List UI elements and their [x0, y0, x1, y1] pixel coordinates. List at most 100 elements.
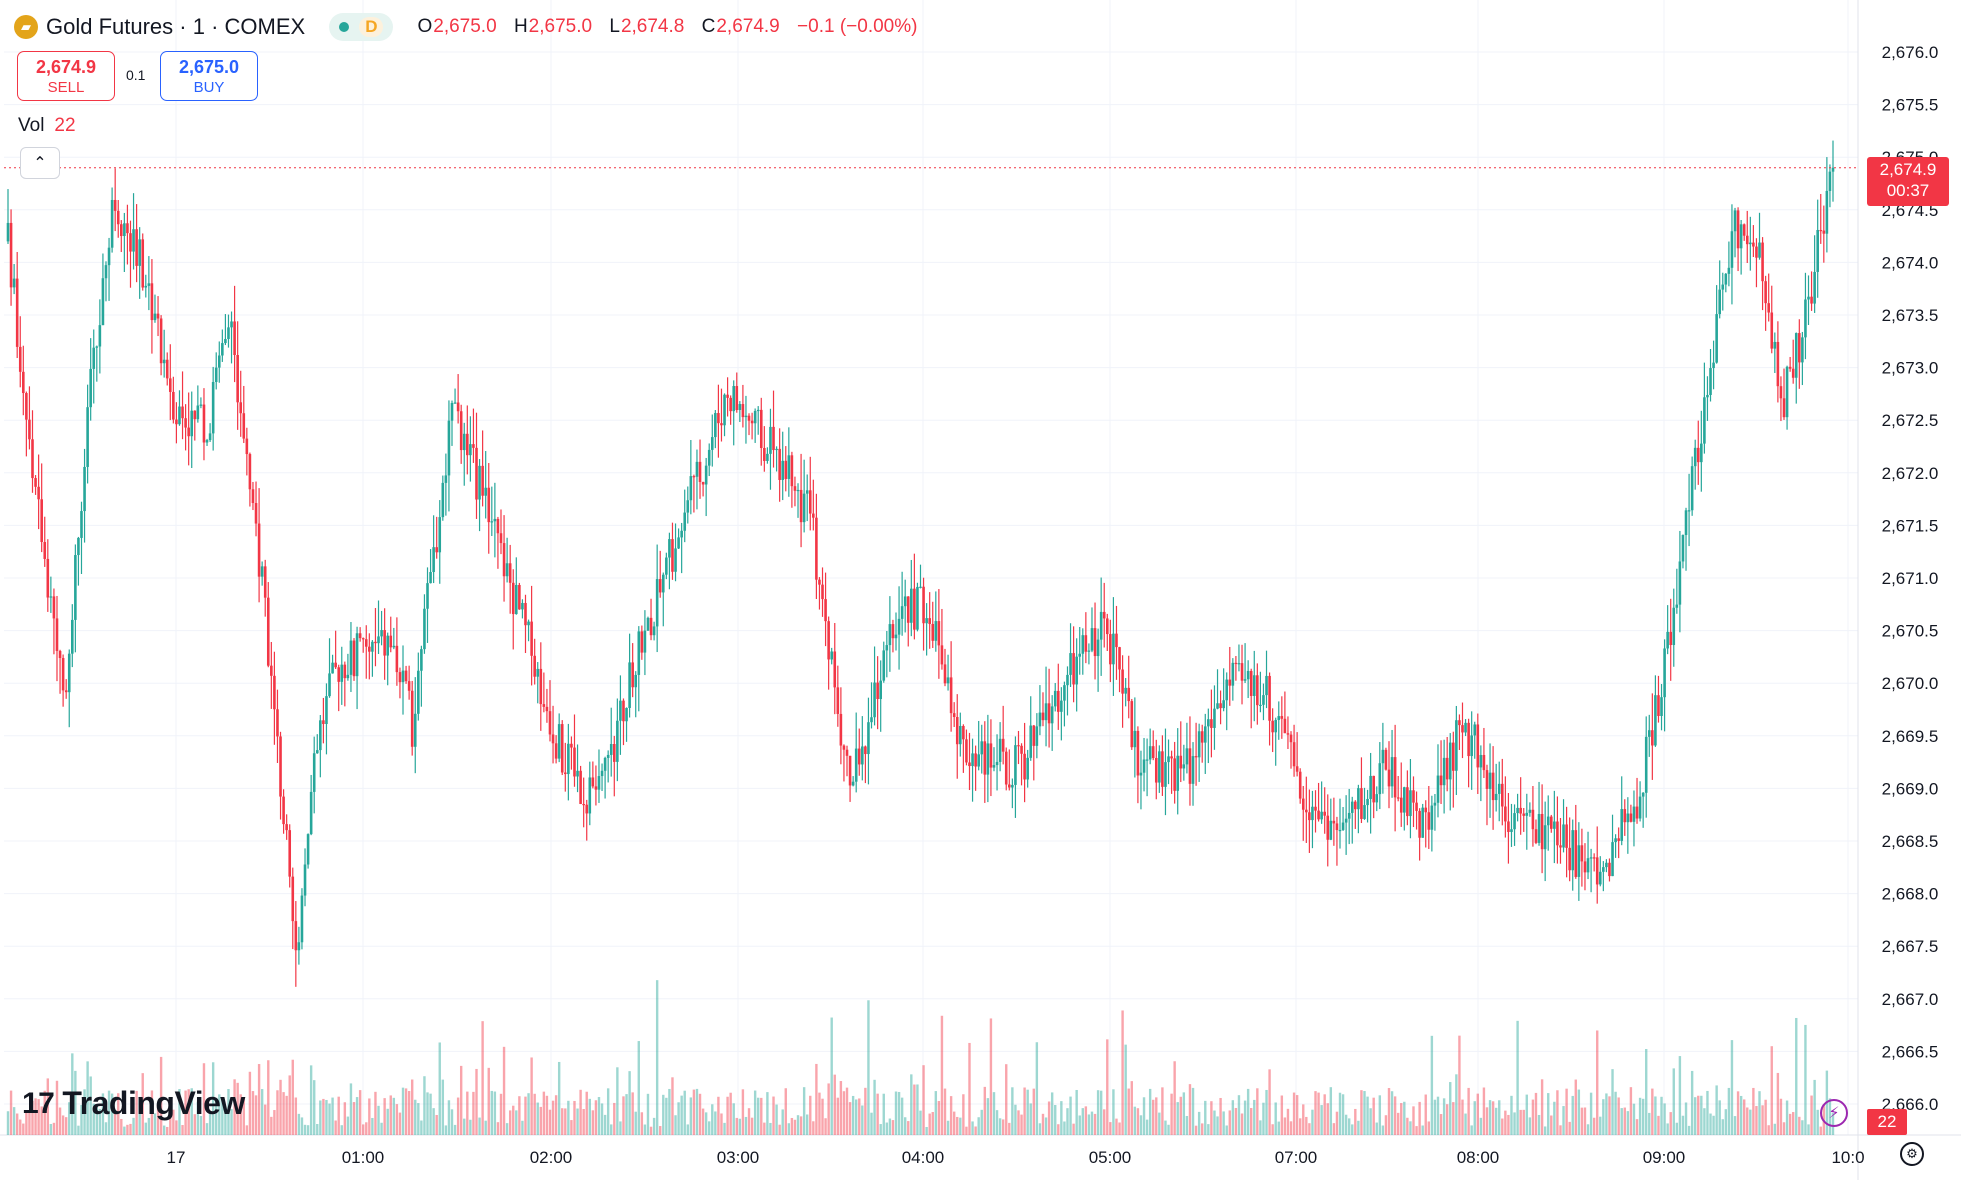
volume-bar	[1133, 1106, 1137, 1135]
candle-body	[1387, 769, 1391, 787]
volume-bar	[1596, 1030, 1599, 1135]
candle-body	[1381, 749, 1385, 764]
candle-body	[1185, 748, 1189, 765]
candle-body	[211, 382, 215, 434]
candle-body	[1354, 801, 1357, 810]
price-tick-label: 2,668.0	[1882, 885, 1939, 904]
candle-body	[585, 804, 589, 814]
candle-body	[766, 453, 769, 461]
low-value: 2,674.8	[620, 16, 685, 37]
volume-bar	[943, 1088, 947, 1135]
candle-body	[723, 394, 726, 426]
candle-body	[1029, 725, 1033, 758]
candle-body	[1320, 811, 1323, 820]
price-tick-label: 2,671.5	[1882, 516, 1939, 535]
candle-body	[1357, 788, 1360, 810]
volume-bar	[790, 1117, 794, 1135]
volume-bar	[1721, 1119, 1724, 1135]
volume-bar	[9, 1090, 13, 1135]
volume-bar	[1185, 1115, 1189, 1135]
candle-body	[720, 423, 723, 426]
candle-body	[156, 313, 160, 319]
candle-body	[1063, 685, 1066, 701]
candle-body	[1562, 824, 1565, 848]
candle-body	[1482, 754, 1486, 771]
candle-body	[922, 586, 925, 624]
volume-bar	[1418, 1101, 1421, 1135]
volume-bar	[977, 1117, 980, 1135]
volume-bar	[934, 1091, 938, 1135]
candle-body	[107, 247, 111, 266]
volume-bar	[1730, 1040, 1734, 1135]
volume-bar	[40, 1106, 43, 1135]
volume-bar	[1222, 1111, 1225, 1135]
tradingview-wordmark: TradingView	[62, 1085, 245, 1121]
volume-bar	[178, 1088, 181, 1135]
volume-bars	[6, 980, 1835, 1135]
volume-bar	[267, 1060, 270, 1135]
candle-body	[496, 518, 500, 534]
candle-body	[224, 339, 227, 344]
volume-bar	[757, 1097, 760, 1135]
candle-body	[101, 278, 105, 326]
candle-body	[873, 682, 876, 718]
candle-body	[888, 624, 892, 646]
candle-body	[1390, 757, 1394, 787]
candle-body	[1703, 397, 1706, 444]
volume-bar	[1167, 1124, 1170, 1135]
collapse-legend-button[interactable]: ⌃	[20, 147, 60, 179]
volume-bar	[196, 1101, 200, 1135]
candle-body	[377, 636, 380, 644]
sell-price: 2,674.9	[35, 56, 97, 77]
candle-body	[1687, 510, 1691, 512]
candle-body	[423, 608, 426, 650]
volume-bar	[1219, 1097, 1222, 1135]
volume-bar	[141, 1073, 144, 1135]
volume-bar	[998, 1118, 1002, 1135]
volume-bar	[208, 1112, 212, 1135]
market-status-pill[interactable]: D	[329, 13, 394, 41]
candle-body	[1164, 762, 1167, 787]
time-tick-label: 05:00	[1089, 1148, 1132, 1167]
candle-body	[135, 229, 138, 266]
tradingview-logo[interactable]: 17 TradingView	[22, 1085, 245, 1122]
price-tick-label: 2,675.5	[1882, 96, 1939, 115]
volume-bar	[1574, 1079, 1577, 1135]
volume-bar	[463, 1118, 466, 1135]
volume-bar	[1246, 1088, 1250, 1135]
candle-body	[1467, 722, 1470, 757]
candle-body	[824, 599, 827, 622]
candle-body	[1393, 757, 1397, 798]
gear-icon[interactable]: ⚙	[1900, 1142, 1924, 1166]
sell-button[interactable]: 2,674.9 SELL	[17, 51, 115, 101]
candle-body	[1801, 337, 1804, 363]
volume-bar	[799, 1116, 803, 1135]
volume-bar	[732, 1103, 735, 1135]
candle-body	[1069, 653, 1072, 675]
volume-bar	[836, 1097, 840, 1135]
volume-bar	[717, 1096, 720, 1135]
candle-body	[1360, 788, 1363, 819]
candle-body	[1283, 718, 1287, 734]
lightning-icon[interactable]: ⚡	[1820, 1099, 1848, 1127]
candle-body	[864, 746, 867, 755]
volume-bar	[956, 1116, 959, 1135]
buy-button[interactable]: 2,675.0 BUY	[160, 51, 258, 101]
volume-bar	[900, 1097, 904, 1135]
symbol-title[interactable]: Gold Futures · 1 · COMEX	[46, 14, 306, 39]
volume-bar	[1069, 1096, 1072, 1135]
volume-bar	[175, 1120, 178, 1135]
candle-body	[337, 667, 341, 682]
low-label: L	[609, 16, 620, 37]
volume-bar	[233, 1079, 236, 1135]
candle-body	[475, 447, 478, 500]
price-tick-label: 2,673.0	[1882, 359, 1939, 378]
candle-body	[263, 566, 267, 598]
candle-body	[563, 772, 567, 775]
volume-bar	[1256, 1088, 1259, 1135]
candle-body	[1060, 700, 1063, 712]
candle-body	[943, 664, 947, 684]
volume-bar	[1491, 1101, 1495, 1135]
candle-body	[1739, 224, 1743, 249]
